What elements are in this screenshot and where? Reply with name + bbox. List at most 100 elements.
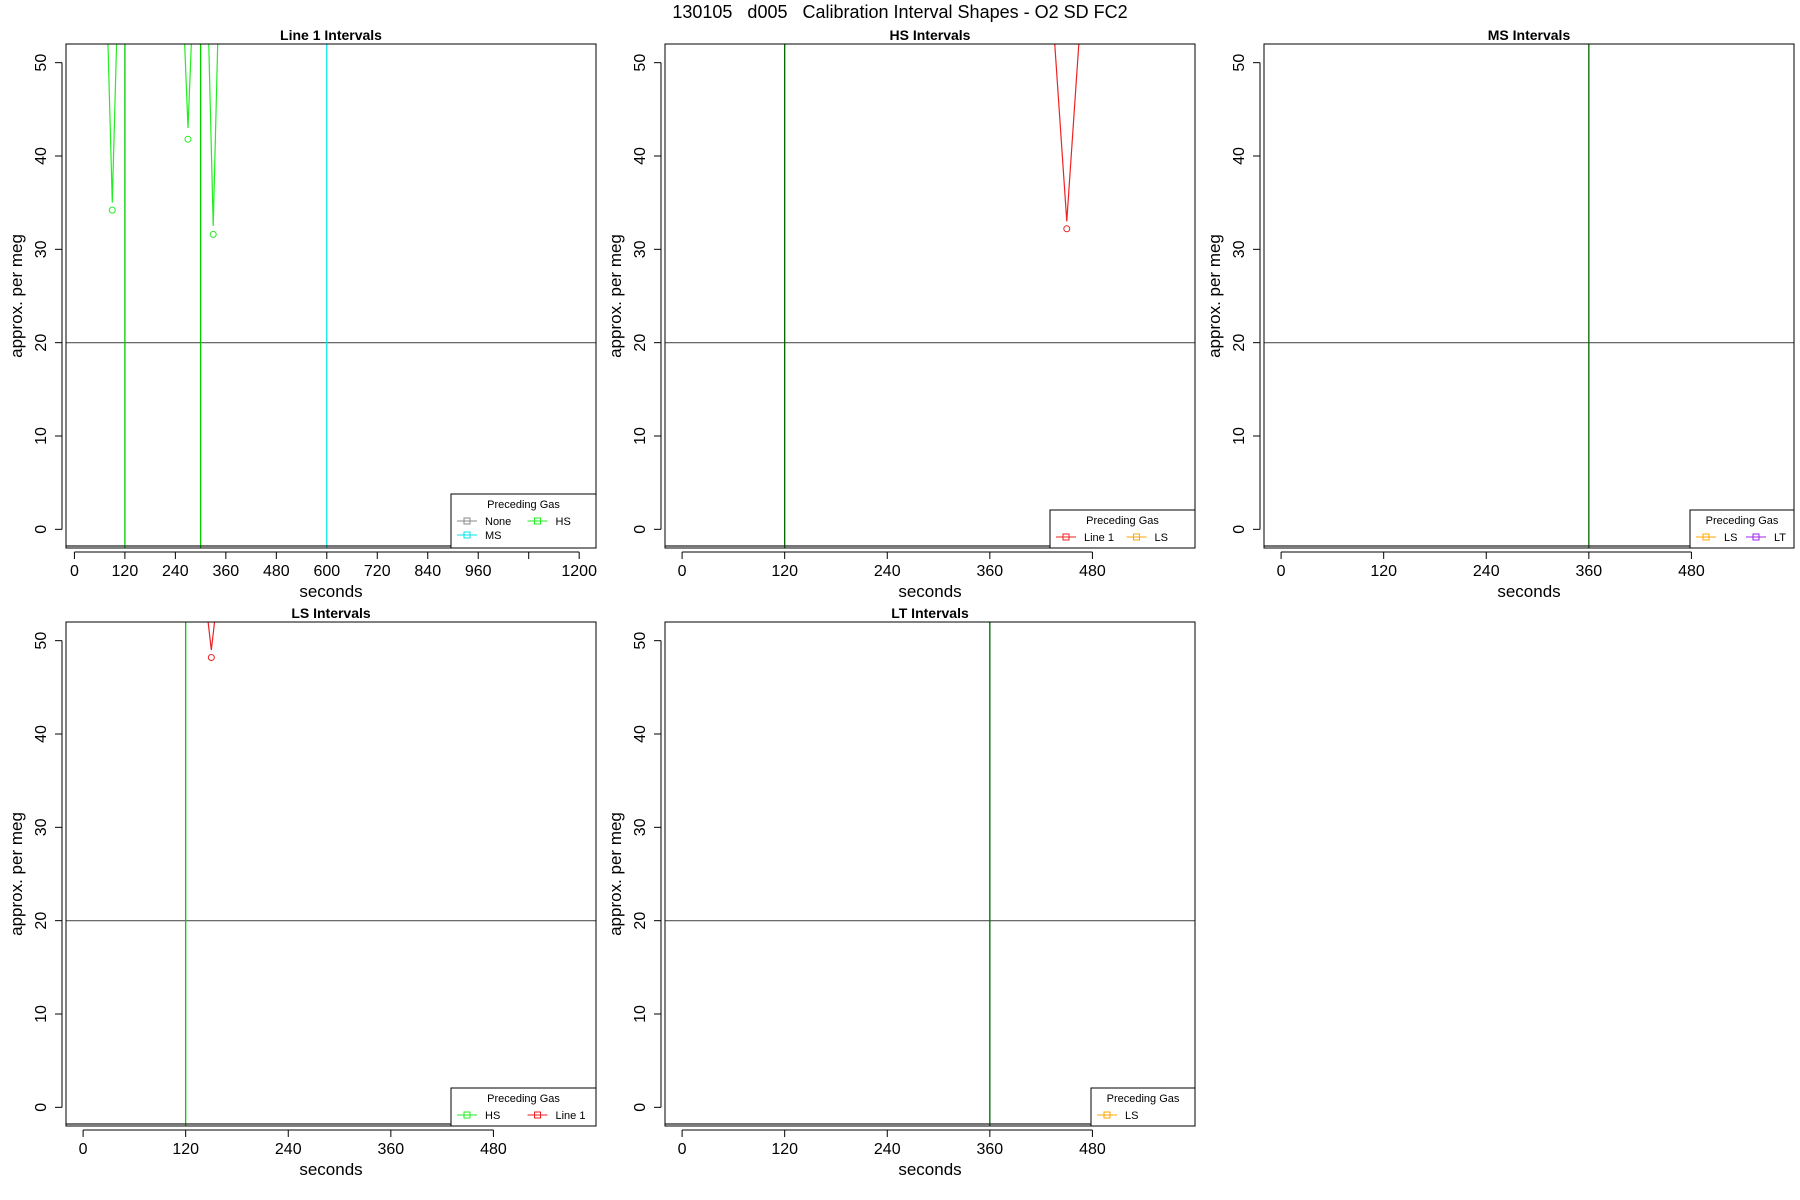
x-tick-label: 360 bbox=[377, 1141, 404, 1158]
y-tick-label: 40 bbox=[33, 725, 50, 743]
x-tick-label: 240 bbox=[874, 1141, 901, 1158]
y-axis-label: approx. per meg bbox=[7, 812, 26, 936]
series-line bbox=[107, 44, 118, 203]
y-axis-label: approx. per meg bbox=[606, 812, 625, 936]
panel-title: MS Intervals bbox=[1488, 27, 1571, 43]
y-tick-label: 30 bbox=[632, 240, 649, 258]
x-tick-label: 360 bbox=[976, 1141, 1003, 1158]
plot-frame bbox=[65, 43, 597, 549]
x-tick-label: 120 bbox=[771, 1141, 798, 1158]
y-tick-label: 10 bbox=[33, 427, 50, 445]
plot-area bbox=[665, 622, 1195, 1126]
x-tick-label: 480 bbox=[1079, 563, 1106, 580]
legend-swatch-marker bbox=[1702, 533, 1710, 541]
series-line bbox=[207, 622, 216, 651]
legend-entry-label: None bbox=[485, 516, 511, 528]
y-tick-label: 0 bbox=[632, 525, 649, 534]
legend-title: Preceding Gas bbox=[1706, 515, 1779, 527]
x-tick-label: 240 bbox=[874, 563, 901, 580]
plot-frame bbox=[664, 621, 1196, 1127]
x-tick-label: 840 bbox=[414, 563, 441, 580]
y-axis-label: approx. per meg bbox=[1205, 234, 1224, 358]
panel-title: Line 1 Intervals bbox=[280, 27, 382, 43]
y-tick-label: 20 bbox=[33, 912, 50, 930]
x-tick-label: 1200 bbox=[561, 563, 597, 580]
x-tick-label: 120 bbox=[172, 1141, 199, 1158]
series-point bbox=[184, 135, 192, 143]
plot-area bbox=[66, 622, 596, 1126]
legend-swatch-marker bbox=[534, 1111, 541, 1119]
x-tick-label: 240 bbox=[1473, 563, 1500, 580]
x-tick-label: 720 bbox=[364, 563, 391, 580]
x-axis-label: seconds bbox=[299, 582, 362, 601]
y-tick-label: 20 bbox=[632, 334, 649, 352]
chart-panel-4: LT Intervals 0 120 240 360 480 seconds 0 10 20 30 4… bbox=[606, 605, 1196, 1179]
y-tick-label: 0 bbox=[33, 525, 50, 534]
figure-title: 130105 d005 Calibration Interval Shapes … bbox=[672, 2, 1128, 22]
plot-area bbox=[1264, 44, 1794, 548]
y-tick-label: 20 bbox=[632, 912, 649, 930]
chart-panel-2: MS Intervals 0 120 240 360 480 seconds 0 10 20 30 4… bbox=[1205, 27, 1795, 601]
y-tick-label: 30 bbox=[33, 818, 50, 836]
x-tick-label: 0 bbox=[1277, 563, 1286, 580]
y-tick-label: 40 bbox=[1231, 147, 1248, 165]
x-tick-label: 360 bbox=[1575, 563, 1602, 580]
y-tick-label: 20 bbox=[33, 334, 50, 352]
x-axis-label: seconds bbox=[898, 582, 961, 601]
y-tick-label: 10 bbox=[33, 1005, 50, 1023]
y-tick-label: 50 bbox=[33, 632, 50, 650]
x-tick-label: 960 bbox=[465, 563, 492, 580]
series-line bbox=[208, 44, 219, 227]
series-point bbox=[209, 230, 217, 238]
x-tick-label: 480 bbox=[1079, 1141, 1106, 1158]
y-tick-label: 10 bbox=[632, 1005, 649, 1023]
y-tick-label: 40 bbox=[33, 147, 50, 165]
x-tick-label: 360 bbox=[212, 563, 239, 580]
legend-swatch-marker bbox=[1133, 533, 1140, 541]
legend-entry-label: LS bbox=[1724, 532, 1737, 544]
legend-entry-label: LT bbox=[1774, 532, 1786, 544]
chart-panel-3: LS Intervals 0 120 240 360 480 seconds 0 10 20 30 4… bbox=[7, 605, 597, 1179]
x-tick-label: 0 bbox=[678, 563, 687, 580]
legend-swatch-marker bbox=[463, 517, 471, 525]
plot-area bbox=[665, 44, 1195, 548]
x-tick-label: 240 bbox=[162, 563, 189, 580]
legend-box bbox=[1090, 1087, 1196, 1127]
plot-frame bbox=[664, 43, 1196, 549]
series-point bbox=[207, 653, 215, 661]
y-tick-label: 0 bbox=[33, 1103, 50, 1112]
legend-entry-label: Line 1 bbox=[556, 1110, 586, 1122]
y-tick-label: 50 bbox=[33, 54, 50, 72]
series-line bbox=[184, 44, 192, 129]
y-tick-label: 40 bbox=[632, 725, 649, 743]
y-tick-label: 50 bbox=[632, 54, 649, 72]
legend-title: Preceding Gas bbox=[487, 499, 560, 511]
legend-swatch-marker bbox=[534, 517, 541, 525]
x-axis-label: seconds bbox=[1497, 582, 1560, 601]
y-tick-label: 30 bbox=[632, 818, 649, 836]
y-tick-label: 10 bbox=[1231, 427, 1248, 445]
x-tick-label: 120 bbox=[771, 563, 798, 580]
y-tick-label: 40 bbox=[632, 147, 649, 165]
x-tick-label: 360 bbox=[976, 563, 1003, 580]
y-axis-label: approx. per meg bbox=[7, 234, 26, 358]
legend-box bbox=[1049, 509, 1196, 549]
series-point bbox=[108, 206, 116, 214]
x-tick-label: 240 bbox=[275, 1141, 302, 1158]
legend-box bbox=[1689, 509, 1795, 549]
legend-entry-label: HS bbox=[485, 1110, 500, 1122]
legend-title: Preceding Gas bbox=[487, 1093, 560, 1105]
y-tick-label: 0 bbox=[1231, 525, 1248, 534]
legend-entry-label: Line 1 bbox=[1084, 532, 1114, 544]
legend-entry-label: HS bbox=[556, 516, 571, 528]
x-tick-label: 480 bbox=[263, 563, 290, 580]
x-tick-label: 480 bbox=[480, 1141, 507, 1158]
legend-swatch-marker bbox=[463, 1111, 471, 1119]
legend-swatch-marker bbox=[1752, 533, 1760, 541]
x-tick-label: 120 bbox=[112, 563, 139, 580]
legend-swatch-marker bbox=[1062, 533, 1070, 541]
x-tick-label: 0 bbox=[70, 563, 79, 580]
legend-entry-label: MS bbox=[485, 530, 502, 542]
legend-entry-label: LS bbox=[1125, 1110, 1138, 1122]
legend-title: Preceding Gas bbox=[1107, 1093, 1180, 1105]
